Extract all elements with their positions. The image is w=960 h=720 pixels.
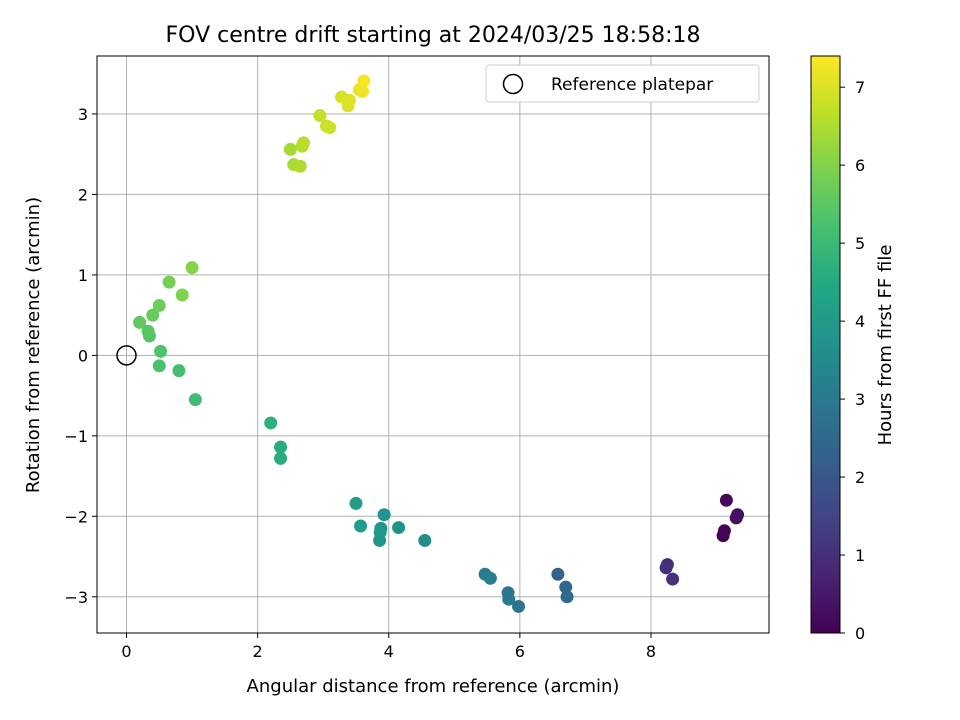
data-point xyxy=(264,416,278,430)
data-point xyxy=(373,525,387,539)
colorbar-tick-label: 3 xyxy=(855,390,865,409)
data-point xyxy=(141,324,155,338)
data-point xyxy=(719,493,733,507)
reference-platepar-marker xyxy=(116,345,137,366)
data-point xyxy=(560,590,574,604)
data-point xyxy=(297,136,311,150)
scatter-points xyxy=(116,74,745,613)
y-axis-label: Rotation from reference (arcmin) xyxy=(23,197,44,493)
data-point xyxy=(356,84,370,98)
colorbar-gradient xyxy=(810,55,841,634)
legend-box xyxy=(485,64,760,103)
data-point xyxy=(551,567,565,581)
y-tick-label: 1 xyxy=(78,266,88,285)
data-point xyxy=(146,308,160,322)
y-tick-label: −1 xyxy=(64,427,88,446)
data-point xyxy=(357,74,371,88)
data-point xyxy=(293,159,307,173)
y-tick-label: 2 xyxy=(78,185,88,204)
data-point xyxy=(133,315,147,329)
y-tick-label: 3 xyxy=(78,105,88,124)
colorbar-tick-label: 1 xyxy=(855,546,865,565)
data-point xyxy=(274,440,288,454)
y-tick-label: −3 xyxy=(64,588,88,607)
data-point xyxy=(283,142,297,156)
data-point xyxy=(731,508,745,522)
legend-entry-reference: Reference platepar xyxy=(551,75,713,95)
y-tick-label: −2 xyxy=(64,507,88,526)
colorbar-tick-label: 5 xyxy=(855,234,865,253)
y-axis-ticks: −3 −2 −1 0 1 2 3 xyxy=(64,105,97,607)
data-point xyxy=(502,592,516,606)
colorbar-tick-label: 7 xyxy=(855,78,865,97)
data-point xyxy=(354,519,368,533)
colorbar-tick-label: 6 xyxy=(855,156,865,175)
x-axis-ticks: 0 2 4 6 8 xyxy=(121,633,656,661)
data-point xyxy=(313,109,327,123)
data-point xyxy=(377,508,391,522)
x-tick-label: 2 xyxy=(253,642,263,661)
chart-title: FOV centre drift starting at 2024/03/25 … xyxy=(166,23,701,48)
data-point xyxy=(162,275,176,289)
data-point xyxy=(559,580,573,594)
data-point xyxy=(323,121,337,135)
data-point xyxy=(392,521,406,535)
data-point xyxy=(172,364,186,378)
data-point xyxy=(666,572,680,586)
colorbar: 0 1 2 3 4 5 6 7 Hours from first FF file xyxy=(810,55,896,643)
data-point xyxy=(185,261,199,275)
data-point xyxy=(152,298,166,312)
data-point xyxy=(154,344,168,358)
data-point xyxy=(188,393,202,407)
data-point xyxy=(274,451,288,465)
x-tick-label: 6 xyxy=(515,642,525,661)
data-point xyxy=(175,288,189,302)
data-point xyxy=(717,524,731,538)
data-point xyxy=(342,93,356,107)
x-axis-label: Angular distance from reference (arcmin) xyxy=(247,676,620,697)
plot-frame xyxy=(96,55,770,634)
data-point xyxy=(659,561,673,575)
grid xyxy=(97,56,769,633)
x-tick-label: 4 xyxy=(384,642,394,661)
colorbar-ticks: 0 1 2 3 4 5 6 7 xyxy=(840,78,865,643)
colorbar-tick-label: 2 xyxy=(855,468,865,487)
data-point xyxy=(349,496,363,510)
colorbar-tick-label: 4 xyxy=(855,312,865,331)
y-tick-label: 0 xyxy=(78,346,88,365)
data-point xyxy=(483,571,497,585)
data-point xyxy=(152,359,166,373)
data-point xyxy=(512,599,526,613)
legend: Reference platepar xyxy=(485,64,760,103)
data-point xyxy=(418,533,432,547)
x-tick-label: 8 xyxy=(646,642,656,661)
x-tick-label: 0 xyxy=(121,642,131,661)
colorbar-label: Hours from first FF file xyxy=(875,245,896,446)
legend-marker xyxy=(502,73,524,95)
colorbar-tick-label: 0 xyxy=(855,624,865,643)
